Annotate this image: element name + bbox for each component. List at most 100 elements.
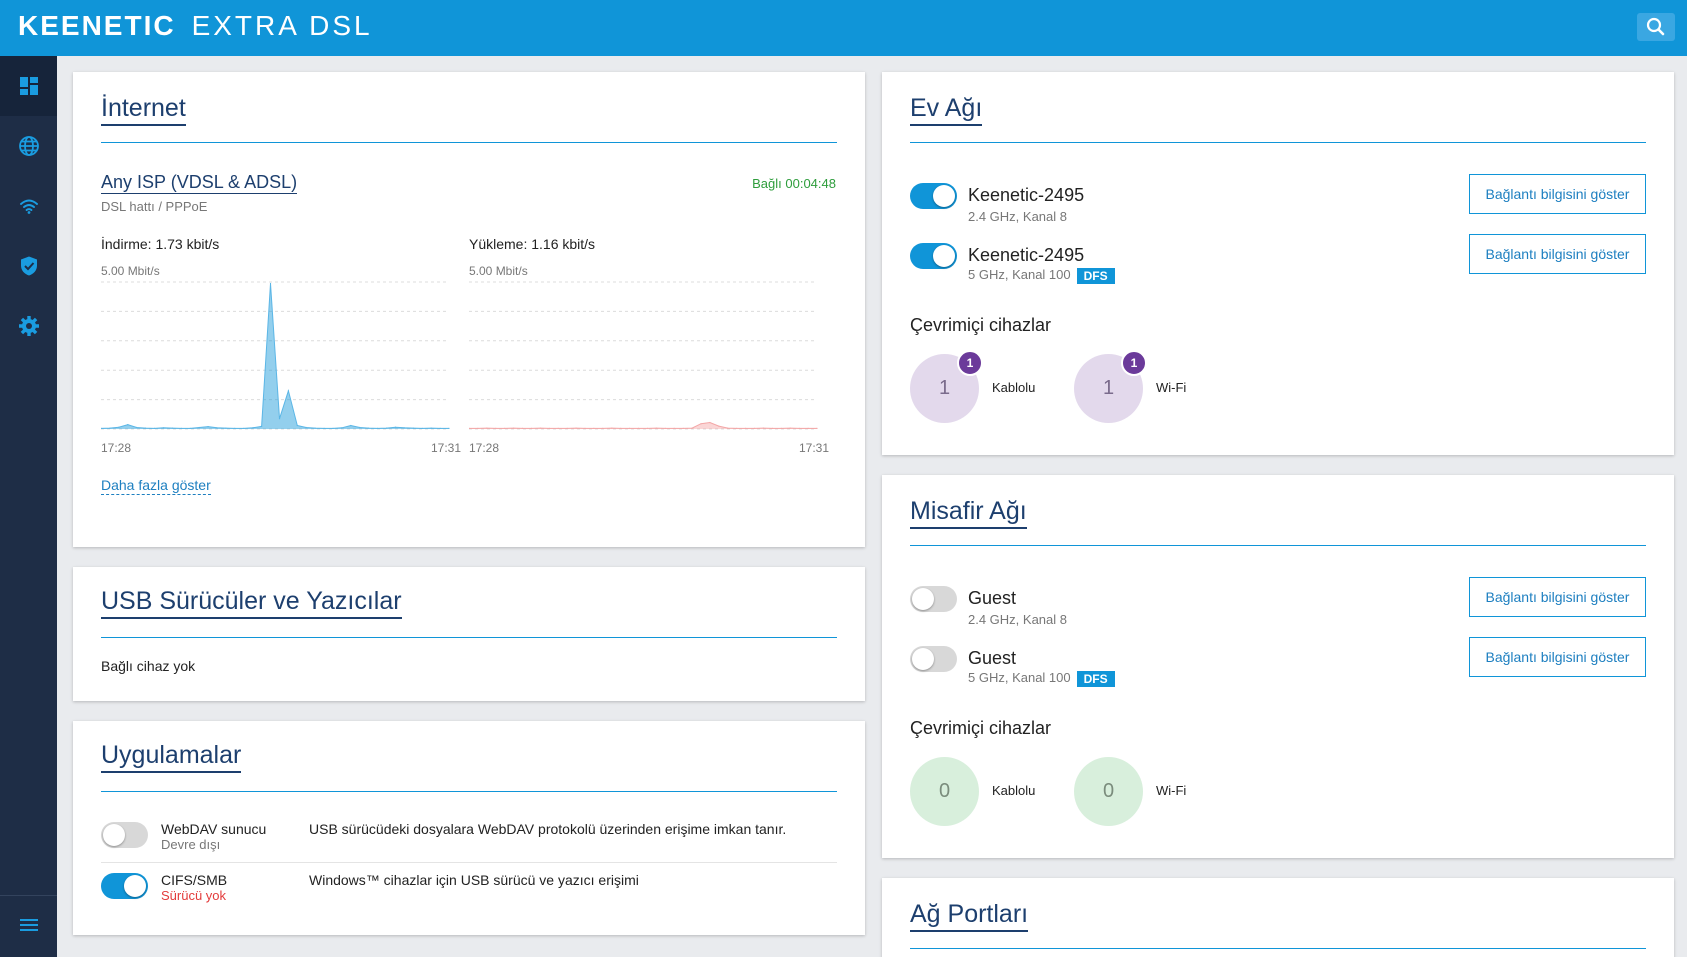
wifi-count: 0 xyxy=(1102,780,1115,802)
chart-data-point xyxy=(305,426,307,429)
chart-data-point xyxy=(682,427,684,429)
cifs-toggle[interactable] xyxy=(101,873,148,899)
network-name: Guest xyxy=(968,648,1017,668)
chart-data-point xyxy=(736,427,738,429)
network-name: Keenetic-2495 xyxy=(968,245,1085,265)
home-network-card: Ev Ağı Keenetic-2495 2.4 GHz, Kanal 8 Ba… xyxy=(882,72,1674,455)
internet-rule xyxy=(101,142,837,143)
network-info: 5 GHz, Kanal 100 xyxy=(968,267,1071,282)
chart-data-point xyxy=(412,427,414,429)
chart-data-point xyxy=(430,427,432,429)
chart-data-point xyxy=(198,426,200,429)
webdav-toggle[interactable] xyxy=(101,822,148,848)
chart-data-point xyxy=(727,427,729,429)
wifi-label: Wi-Fi xyxy=(1156,783,1187,798)
guest-network-title[interactable]: Misafir Ağı xyxy=(910,496,1027,529)
show-connection-info-button[interactable]: Bağlantı bilgisini göster xyxy=(1469,174,1646,214)
network-name: Keenetic-2495 xyxy=(968,185,1085,205)
show-connection-info-button[interactable]: Bağlantı bilgisini göster xyxy=(1469,577,1646,617)
apps-title[interactable]: Uygulamalar xyxy=(101,740,242,773)
chart-data-point xyxy=(530,427,533,429)
sidebar-menu-button[interactable] xyxy=(0,895,57,955)
online-devices-title: Çevrimiçi cihazlar xyxy=(910,718,1052,738)
upload-scale: 5.00 Mbit/s xyxy=(469,264,528,278)
chart-data-point xyxy=(629,427,631,429)
show-connection-info-button[interactable]: Bağlantı bilgisini göster xyxy=(1469,234,1646,274)
chart-data-point xyxy=(718,425,720,427)
toggle-knob xyxy=(912,588,934,610)
chart-series-line xyxy=(101,283,449,429)
wifi-devices-counter[interactable]: 0 xyxy=(1074,757,1143,826)
chart-data-point xyxy=(593,427,595,429)
usb-status: Bağlı cihaz yok xyxy=(101,658,196,674)
sidebar xyxy=(0,56,57,957)
chart-data-point xyxy=(448,427,450,429)
chart-data-point xyxy=(691,427,693,429)
toggle-knob xyxy=(103,824,125,846)
shield-icon xyxy=(20,256,37,276)
chart-data-point xyxy=(664,427,666,429)
chart-data-point xyxy=(145,427,147,429)
sidebar-item-wifi[interactable] xyxy=(0,176,57,236)
brand-name: KEENETIC xyxy=(18,10,176,41)
chart-data-point xyxy=(602,427,604,429)
guest-wifi-24-toggle[interactable] xyxy=(910,586,957,612)
sidebar-item-settings[interactable] xyxy=(0,296,57,356)
ports-title[interactable]: Ağ Portları xyxy=(910,899,1029,932)
wired-devices-counter[interactable]: 1 xyxy=(910,354,979,423)
wifi-count: 1 xyxy=(1102,377,1115,399)
home-network-title[interactable]: Ev Ağı xyxy=(910,93,983,126)
network-info-row: 5 GHz, Kanal 100 DFS xyxy=(968,267,1115,284)
home-wifi-5-toggle[interactable] xyxy=(910,243,957,269)
sidebar-item-dashboard[interactable] xyxy=(0,56,57,116)
sidebar-item-security[interactable] xyxy=(0,236,57,296)
chart-data-point xyxy=(385,427,388,429)
search-icon xyxy=(1646,17,1665,36)
guest-wifi-5-toggle[interactable] xyxy=(910,646,957,672)
chart-data-point xyxy=(118,426,120,428)
line-type: DSL hattı / PPPoE xyxy=(101,199,208,214)
chart-data-point xyxy=(646,427,649,429)
isp-name-link[interactable]: Any ISP (VDSL & ADSL) xyxy=(101,172,298,194)
upload-end-time: 17:31 xyxy=(799,441,830,455)
wired-count: 0 xyxy=(938,780,951,802)
app-description: USB sürücüdeki dosyalara WebDAV protokol… xyxy=(309,821,787,837)
wired-devices-counter[interactable]: 0 xyxy=(910,757,979,826)
upload-chart xyxy=(469,281,818,430)
wifi-icon xyxy=(19,199,38,214)
upload-label: Yükleme: 1.16 kbit/s xyxy=(469,236,596,252)
home-wifi-24-toggle[interactable] xyxy=(910,183,957,209)
chart-data-point xyxy=(673,427,675,429)
chart-data-point xyxy=(762,427,765,429)
upload-start-time: 17:28 xyxy=(469,441,500,455)
globe-icon xyxy=(18,136,39,156)
chart-data-point xyxy=(771,427,773,429)
show-more-link[interactable]: Daha fazla göster xyxy=(101,477,211,495)
chart-data-point xyxy=(548,427,550,429)
chart-data-point xyxy=(584,427,586,429)
chart-series-line xyxy=(469,421,817,429)
chart-data-point xyxy=(816,427,818,429)
chart-data-point xyxy=(439,427,441,429)
chart-data-point xyxy=(314,427,316,429)
app-name: WebDAV sunucu xyxy=(161,821,267,837)
internet-title[interactable]: İnternet xyxy=(101,93,186,126)
search-button[interactable] xyxy=(1637,13,1675,41)
chart-data-point xyxy=(655,427,657,429)
chart-data-point xyxy=(377,427,379,429)
usb-title[interactable]: USB Sürücüler ve Yazıcılar xyxy=(101,586,402,619)
apps-card: Uygulamalar WebDAV sunucu Devre dışı USB… xyxy=(73,721,865,935)
download-end-time: 17:31 xyxy=(431,441,462,455)
show-connection-info-button[interactable]: Bağlantı bilgisini göster xyxy=(1469,637,1646,677)
ports-card: Ağ Portları xyxy=(882,878,1674,957)
chart-data-point xyxy=(225,427,227,429)
dfs-badge: DFS xyxy=(1076,267,1115,284)
chart-data-point xyxy=(153,427,156,429)
online-devices-title: Çevrimiçi cihazlar xyxy=(910,315,1052,335)
wired-badge: 1 xyxy=(957,350,983,376)
apps-row-separator xyxy=(101,862,837,863)
app-name: CIFS/SMB xyxy=(161,872,228,888)
chart-data-point xyxy=(269,282,272,285)
chart-data-point xyxy=(180,427,182,429)
sidebar-item-internet[interactable] xyxy=(0,116,57,176)
